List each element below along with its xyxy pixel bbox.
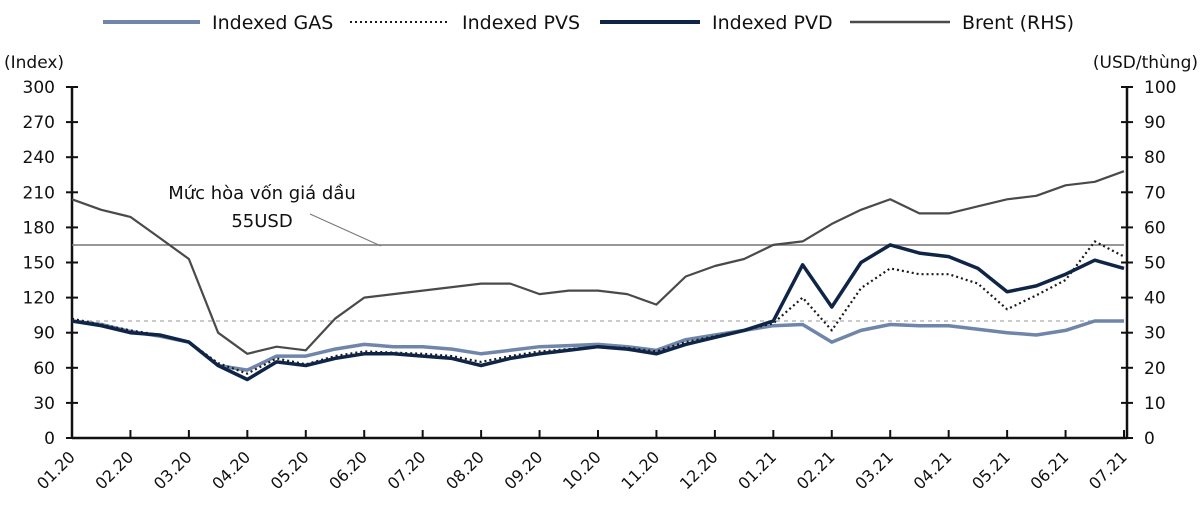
x-tick-label: 07.20	[384, 447, 430, 493]
y-tick-label-right: 90	[1144, 113, 1166, 133]
y-tick-label-left: 60	[33, 359, 55, 379]
series-group	[71, 170, 1125, 382]
y-tick-label-left: 210	[23, 183, 55, 203]
x-tick-label: 02.20	[91, 447, 137, 493]
y-axis-left: 0 30 60 90 120 150 180 210 240 270 300	[23, 78, 78, 449]
y-tick-label-left: 270	[23, 113, 55, 133]
y-tick-label-left: 150	[23, 254, 55, 274]
series-line-indexed-pvs	[71, 240, 1125, 375]
y-tick-label-right: 60	[1144, 218, 1166, 238]
y-tick-label-right: 100	[1144, 78, 1176, 98]
x-tick-label: 10.20	[559, 447, 605, 493]
x-tick-label: 06.20	[325, 447, 371, 493]
y-tick-label-left: 90	[33, 324, 55, 344]
x-tick-label: 01.21	[734, 447, 780, 493]
y-tick-label-right: 40	[1144, 289, 1166, 309]
y-tick-label-right: 80	[1144, 148, 1166, 168]
x-tick-label: 07.21	[1085, 447, 1131, 493]
y-tick-label-left: 180	[23, 218, 55, 238]
legend: Indexed GAS Indexed PVS Indexed PVD Bren…	[103, 12, 1074, 34]
y-tick-label-right: 20	[1144, 359, 1166, 379]
y-tick-label-right: 30	[1144, 324, 1166, 344]
reference-lines	[72, 244, 1124, 322]
series-line-brent-rhs	[71, 170, 1125, 355]
y-tick-label-left: 300	[23, 78, 55, 98]
y-axis-right: 0 10 20 30 40 50 60 70 80 90 100	[1121, 78, 1176, 449]
x-tick-label: 12.20	[676, 447, 722, 493]
x-tick-label: 08.20	[442, 447, 488, 493]
y-tick-label-left: 0	[44, 429, 55, 449]
y-tick-label-right: 10	[1144, 394, 1166, 414]
annotation-line2: 55USD	[231, 211, 292, 232]
x-tick-label: 05.21	[968, 447, 1014, 493]
annotation-line1: Mức hòa vốn giá dầu	[168, 183, 356, 204]
x-axis: 01.20 02.20 03.20 04.20 05.20 06.20 07.20 08.20…	[33, 430, 1131, 493]
annotation: Mức hòa vốn giá dầu 55USD	[168, 183, 382, 247]
x-tick-label: 04.20	[208, 447, 254, 493]
x-tick-label: 03.21	[851, 447, 897, 493]
y-tick-label-right: 50	[1144, 254, 1166, 274]
x-tick-label: 02.21	[793, 447, 839, 493]
x-tick-label: 05.20	[267, 447, 313, 493]
legend-label-brent: Brent (RHS)	[962, 12, 1074, 34]
x-tick-label: 03.20	[150, 447, 196, 493]
series-line-indexed-pvd	[71, 243, 1125, 382]
legend-label-pvs: Indexed PVS	[462, 12, 580, 34]
annotation-pointer	[309, 213, 382, 247]
y-tick-label-left: 30	[33, 394, 55, 414]
y-tick-label-right: 0	[1144, 429, 1155, 449]
series-line-indexed-gas	[71, 319, 1124, 372]
y-tick-label-left: 240	[23, 148, 55, 168]
x-tick-label: 11.20	[617, 447, 663, 493]
legend-label-gas: Indexed GAS	[212, 12, 333, 34]
y-axis-right-label: (USD/thùng)	[1093, 53, 1198, 73]
y-axis-left-label: (Index)	[4, 53, 64, 73]
x-tick-label: 01.20	[33, 447, 79, 493]
y-tick-label-right: 70	[1144, 183, 1166, 203]
x-tick-label: 06.21	[1027, 447, 1073, 493]
legend-label-pvd: Indexed PVD	[712, 12, 833, 34]
x-tick-label: 04.21	[910, 447, 956, 493]
x-tick-label: 09.20	[501, 447, 547, 493]
y-tick-label-left: 120	[23, 289, 55, 309]
